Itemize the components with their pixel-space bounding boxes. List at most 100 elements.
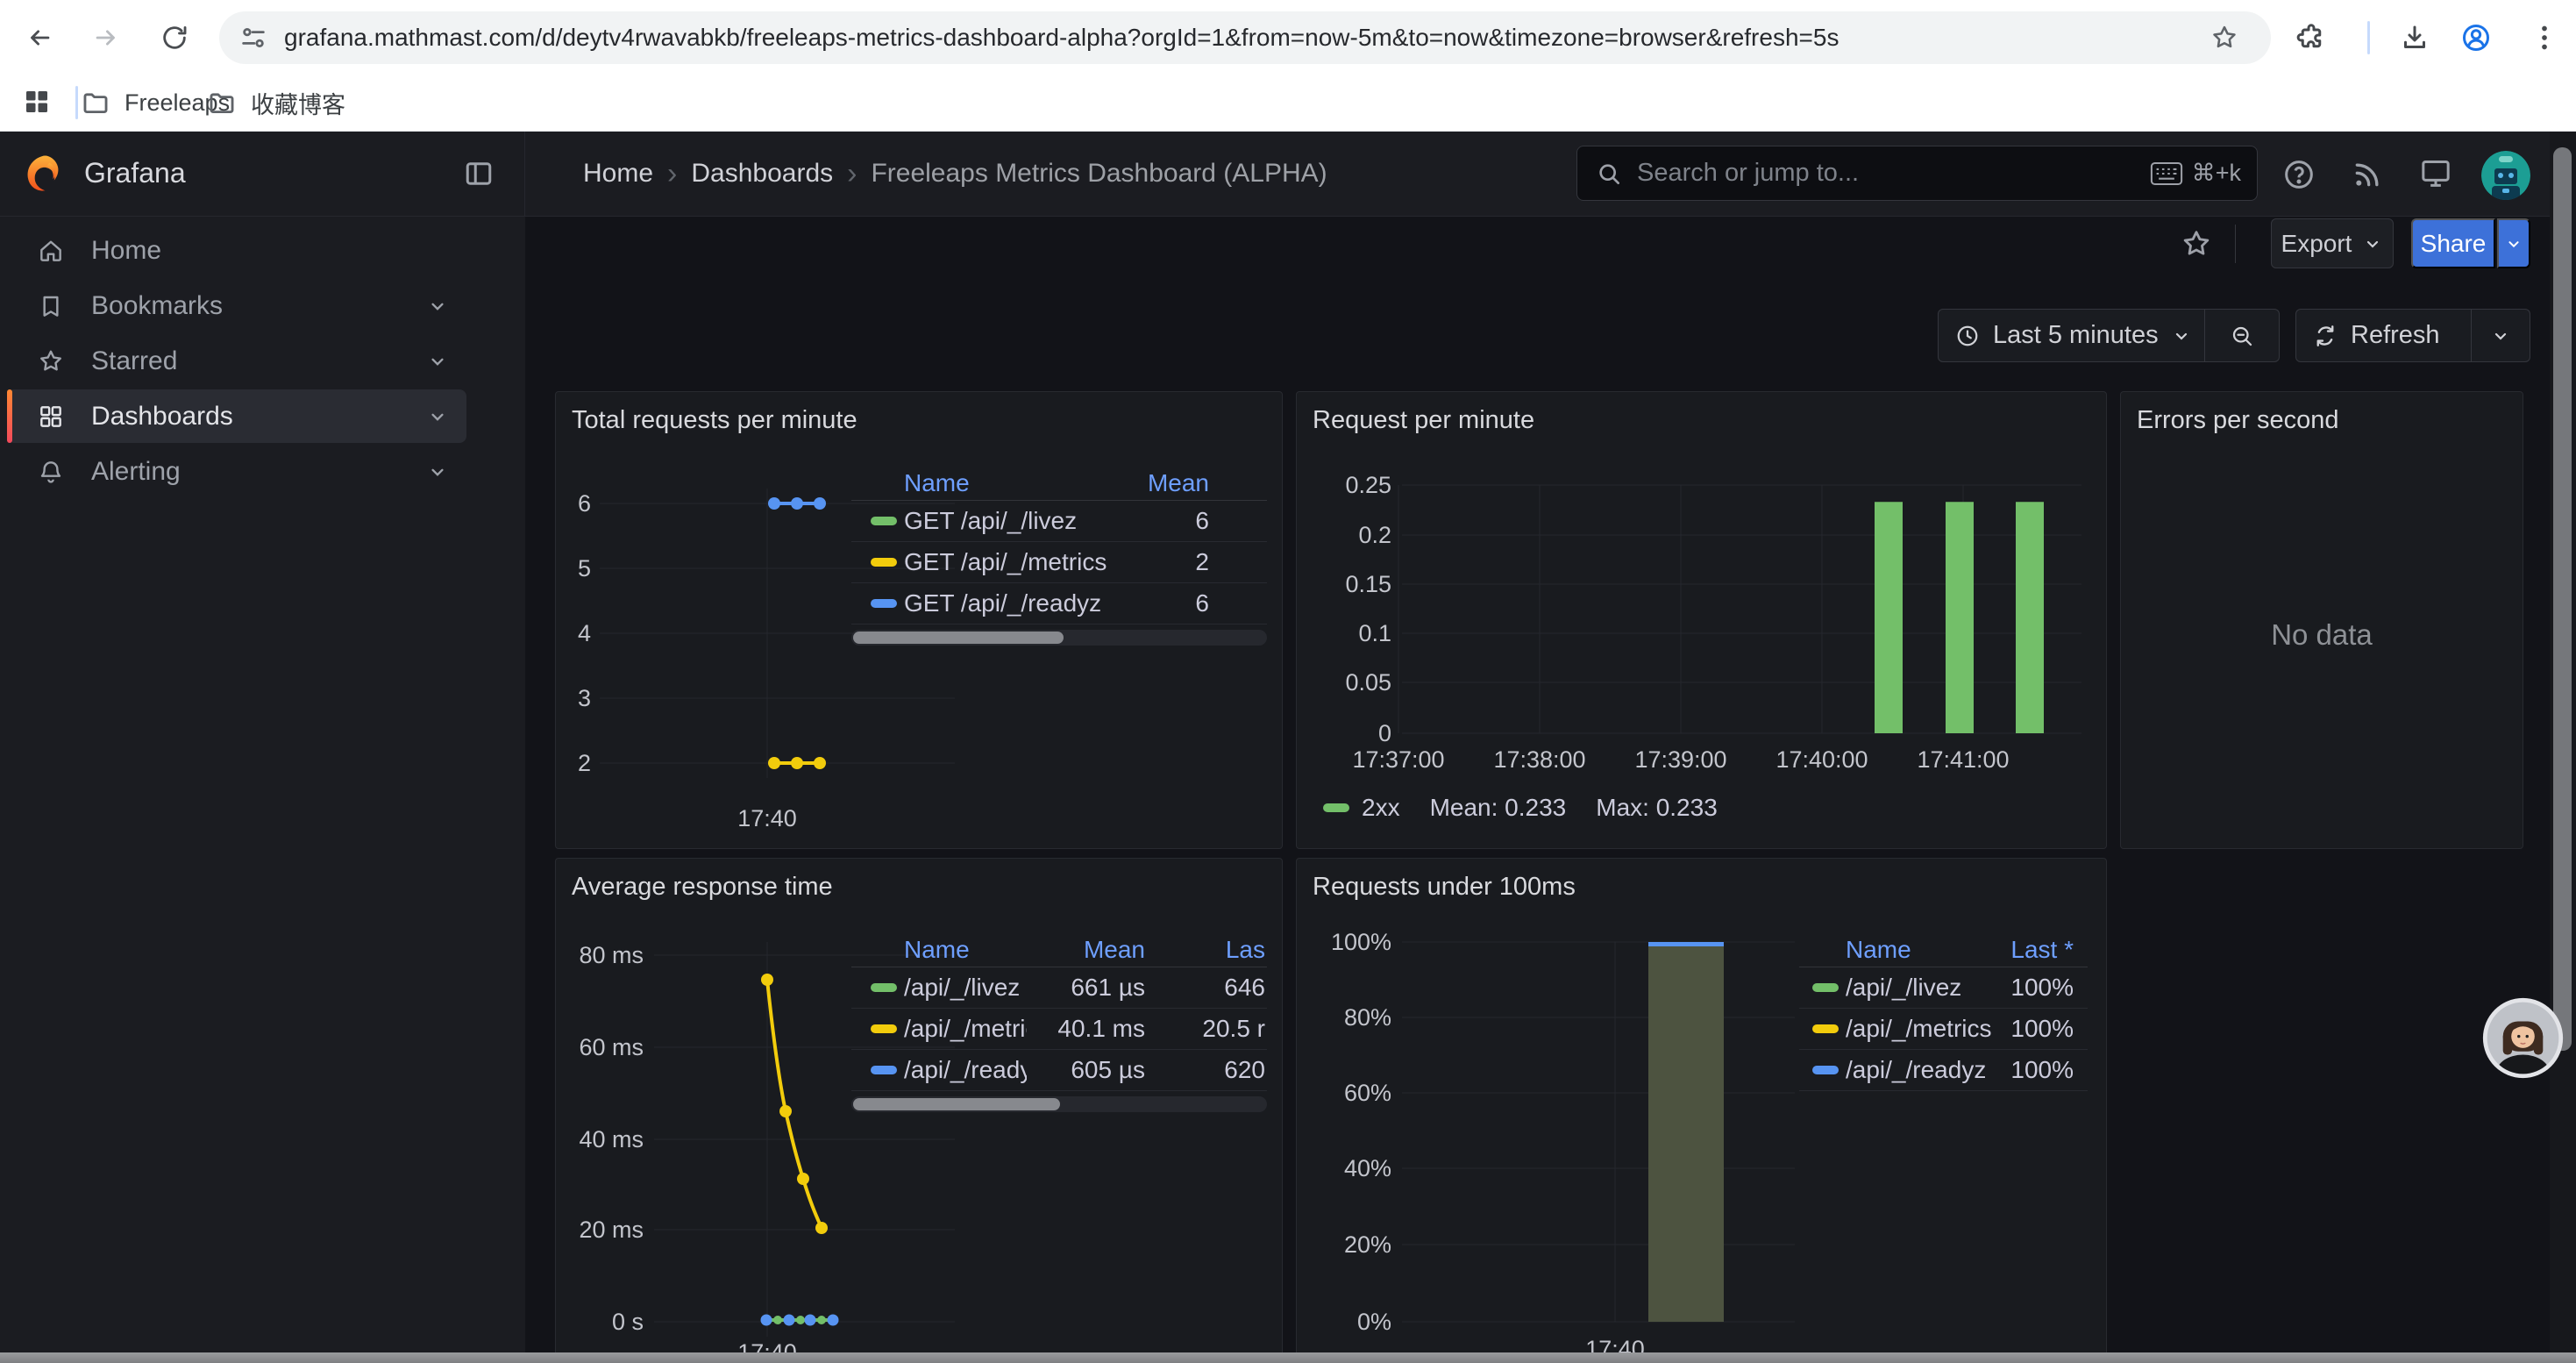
data-point [814,757,826,769]
legend-row[interactable]: GET /api/_/livez6 [851,501,1267,542]
svg-text:20%: 20% [1344,1231,1391,1258]
star-icon [37,347,65,375]
svg-text:80%: 80% [1344,1004,1391,1031]
chart-plot[interactable]: 100%80%60%40%20%0%17:40 [1297,933,1799,1363]
legend-row[interactable]: /api/_/metrics40.1 ms20.5 r [851,1009,1267,1050]
svg-text:20 ms: 20 ms [579,1217,644,1243]
search-icon [1595,160,1623,188]
legend-row[interactable]: /api/_/metrics100% [1799,1009,2088,1050]
chevron-down-icon[interactable] [426,295,449,318]
reload-icon[interactable] [160,23,189,53]
legend-row[interactable]: GET /api/_/metrics2 [851,542,1267,583]
extensions-icon[interactable] [2295,22,2327,54]
kiosk-monitor-icon[interactable] [2418,155,2453,190]
bookmark-icon [37,292,65,320]
svg-text:40%: 40% [1344,1155,1391,1181]
no-data-message: No data [2121,618,2523,652]
legend-row[interactable]: GET /api/_/readyz6 [851,583,1267,624]
page-scrollbar[interactable] [2550,132,2576,1352]
chart-plot[interactable]: 0.250.20.150.10.05017:37:0017:38:0017:39… [1297,467,2108,787]
url-text[interactable]: grafana.mathmast.com/d/deytv4rwavabkb/fr… [284,24,1839,52]
help-icon[interactable] [2281,157,2316,192]
sidebar-item-label: Dashboards [91,402,396,432]
share-dropdown-button[interactable] [2497,218,2530,268]
legend-row[interactable]: /api/_/livez661 µs646 [851,967,1267,1009]
series-2xx-pill [1323,803,1349,812]
forward-icon[interactable] [91,23,121,53]
apps-grid-icon[interactable] [21,86,53,118]
data-point [761,1315,772,1326]
news-rss-icon[interactable] [2350,157,2385,192]
floating-assistant-avatar[interactable] [2481,996,2565,1080]
series-value: 6 [1144,589,1267,617]
browser-menu-icon[interactable] [2529,22,2560,54]
panel-title[interactable]: Request per minute [1313,406,1534,435]
scrollbar-thumb[interactable] [853,1098,1060,1110]
address-bar[interactable]: grafana.mathmast.com/d/deytv4rwavabkb/fr… [219,11,2271,64]
folder-icon [207,88,237,118]
panel-title[interactable]: Average response time [572,873,833,902]
legend-scrollbar[interactable] [851,630,1267,646]
zoom-out-button[interactable] [2205,310,2279,361]
chevron-down-icon[interactable] [426,350,449,373]
legend-header: NameMeanLas [851,932,1267,967]
sidebar-item-label: Bookmarks [91,291,396,321]
bookmarks-divider [75,86,78,119]
legend-row[interactable]: /api/_/livez100% [1799,967,2088,1009]
breadcrumb-dashboards[interactable]: Dashboards [691,159,833,189]
search-input[interactable] [1635,158,2150,189]
sidebar-item-alerting[interactable]: Alerting [7,445,466,498]
refresh-interval-dropdown[interactable] [2472,310,2530,361]
series-name: /api/_/metrics [904,1015,1027,1043]
panel-requests-under-100ms: Requests under 100ms 100%80%60%40%20%0%1… [1296,858,2107,1363]
svg-text:17:40: 17:40 [737,805,797,831]
panel-total-requests: Total requests per minute 6543217:40Name… [555,391,1283,849]
sidebar-item-dashboards[interactable]: Dashboards [7,389,466,443]
panel-title[interactable]: Total requests per minute [572,406,857,435]
scrollbar-thumb[interactable] [2553,147,2572,1051]
search-box[interactable]: ⌘+k [1576,146,2258,201]
legend[interactable]: 2xx Mean: 0.233 Max: 0.233 [1323,794,1718,822]
profile-icon[interactable] [2460,22,2492,54]
breadcrumb-current: Freeleaps Metrics Dashboard (ALPHA) [871,159,1327,189]
back-icon[interactable] [25,23,54,53]
breadcrumb-home[interactable]: Home [583,159,653,189]
data-point [814,497,826,510]
series-color-pill [871,983,897,992]
legend-row[interactable]: /api/_/readyz605 µs620 [851,1050,1267,1091]
user-avatar[interactable] [2481,151,2530,200]
sidebar-item-home[interactable]: Home [7,224,466,277]
chevron-down-icon[interactable] [426,405,449,428]
series-color-pill [871,517,897,525]
time-range-picker[interactable]: Last 5 minutes [1939,310,2204,361]
site-info-icon[interactable] [238,23,268,53]
export-label: Export [2281,230,2352,258]
svg-text:5: 5 [578,555,591,582]
legend-scrollbar[interactable] [851,1096,1267,1112]
bookmark-star-icon[interactable] [2210,23,2239,53]
svg-text:0.2: 0.2 [1358,522,1391,548]
downloads-icon[interactable] [2399,22,2430,54]
share-button[interactable]: Share [2411,218,2495,268]
refresh-button[interactable]: Refresh [2296,310,2471,361]
sidebar-item-bookmarks[interactable]: Bookmarks [7,279,466,332]
grafana-logo[interactable] [23,154,61,193]
svg-text:60 ms: 60 ms [579,1034,644,1060]
sidebar-toggle-icon[interactable] [463,158,495,189]
chevron-down-icon[interactable] [426,460,449,483]
chevron-down-icon [2504,233,2523,254]
svg-text:0.15: 0.15 [1345,571,1391,597]
sidebar-item-starred[interactable]: Starred [7,334,466,388]
data-point [796,1316,805,1324]
legend-row[interactable]: /api/_/readyz100% [1799,1050,2088,1091]
bookmark-folder-blogs[interactable]: 收藏博客 [207,81,345,125]
time-range-group: Last 5 minutes [1938,309,2280,362]
series-value: 2 [1144,548,1267,576]
scrollbar-thumb[interactable] [853,632,1064,644]
favorite-star-icon[interactable] [2180,227,2213,260]
svg-text:40 ms: 40 ms [579,1126,644,1152]
panel-title[interactable]: Errors per second [2137,406,2339,435]
avatar-robot-image [2481,151,2530,200]
panel-title[interactable]: Requests under 100ms [1313,873,1576,902]
export-button[interactable]: Export [2271,218,2394,268]
